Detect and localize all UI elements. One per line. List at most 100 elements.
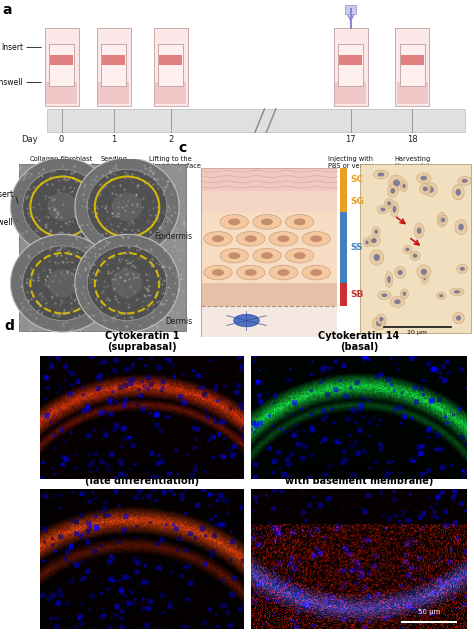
Bar xyxy=(50,55,73,65)
Ellipse shape xyxy=(310,269,322,276)
Ellipse shape xyxy=(453,312,464,324)
Ellipse shape xyxy=(417,173,431,184)
Ellipse shape xyxy=(405,248,410,251)
Ellipse shape xyxy=(277,236,290,242)
Ellipse shape xyxy=(456,189,461,196)
Text: 50 μm: 50 μm xyxy=(418,609,440,615)
Ellipse shape xyxy=(228,218,240,225)
Text: Epidermis: Epidermis xyxy=(155,232,192,241)
Ellipse shape xyxy=(454,290,460,293)
Bar xyxy=(340,283,347,306)
Ellipse shape xyxy=(237,265,265,280)
Bar xyxy=(154,28,188,106)
Ellipse shape xyxy=(294,218,306,225)
Bar xyxy=(397,83,428,104)
Bar xyxy=(101,44,126,86)
Circle shape xyxy=(75,234,179,332)
Ellipse shape xyxy=(253,248,281,263)
Ellipse shape xyxy=(372,317,386,330)
Text: Transwell: Transwell xyxy=(0,218,13,227)
Ellipse shape xyxy=(310,236,322,242)
Ellipse shape xyxy=(390,201,399,217)
Ellipse shape xyxy=(387,201,391,206)
Circle shape xyxy=(112,192,142,221)
Bar xyxy=(201,190,337,212)
Ellipse shape xyxy=(413,253,417,258)
Ellipse shape xyxy=(378,291,391,299)
Ellipse shape xyxy=(458,224,464,231)
Bar xyxy=(45,28,79,106)
Ellipse shape xyxy=(421,271,428,284)
Ellipse shape xyxy=(370,250,384,265)
Ellipse shape xyxy=(441,218,445,222)
Ellipse shape xyxy=(379,317,383,321)
Ellipse shape xyxy=(390,297,405,307)
Circle shape xyxy=(87,170,167,244)
Ellipse shape xyxy=(382,293,387,297)
Ellipse shape xyxy=(377,205,389,214)
Text: Insert: Insert xyxy=(0,190,13,199)
Text: Cytokeratin 1
(suprabasal): Cytokeratin 1 (suprabasal) xyxy=(105,331,180,352)
Ellipse shape xyxy=(376,321,382,326)
Bar xyxy=(401,55,424,65)
Ellipse shape xyxy=(261,218,273,225)
Bar xyxy=(158,44,183,86)
Text: 20 μm: 20 μm xyxy=(407,330,427,335)
Ellipse shape xyxy=(462,179,468,183)
Ellipse shape xyxy=(398,270,403,275)
Ellipse shape xyxy=(440,217,444,223)
Bar xyxy=(400,44,425,86)
Ellipse shape xyxy=(228,252,240,259)
Ellipse shape xyxy=(457,264,468,273)
Ellipse shape xyxy=(245,269,257,276)
Circle shape xyxy=(10,158,115,256)
Bar xyxy=(46,83,77,104)
Ellipse shape xyxy=(212,269,224,276)
Ellipse shape xyxy=(439,294,443,297)
Text: SB: SB xyxy=(350,290,364,299)
Ellipse shape xyxy=(269,232,298,246)
Ellipse shape xyxy=(377,314,386,324)
Text: 2: 2 xyxy=(168,135,173,144)
Circle shape xyxy=(23,246,102,321)
Ellipse shape xyxy=(302,265,330,280)
Bar xyxy=(98,83,129,104)
Ellipse shape xyxy=(393,179,400,187)
Text: Insert: Insert xyxy=(1,43,24,52)
Ellipse shape xyxy=(269,265,298,280)
Text: Cytokeratin 14
(basal): Cytokeratin 14 (basal) xyxy=(319,331,400,352)
Ellipse shape xyxy=(363,238,371,247)
Ellipse shape xyxy=(414,224,424,238)
Bar xyxy=(155,83,186,104)
Ellipse shape xyxy=(388,185,398,197)
Ellipse shape xyxy=(378,173,384,177)
Ellipse shape xyxy=(460,267,465,271)
Bar xyxy=(49,44,74,86)
Bar xyxy=(334,28,368,106)
Text: 1: 1 xyxy=(111,135,117,144)
Text: Injecting with
PBS or venom: Injecting with PBS or venom xyxy=(328,156,374,168)
Bar xyxy=(19,164,186,331)
Circle shape xyxy=(75,158,179,256)
Ellipse shape xyxy=(374,229,378,234)
Ellipse shape xyxy=(391,188,395,194)
Ellipse shape xyxy=(234,314,259,327)
Bar xyxy=(395,28,429,106)
Bar xyxy=(201,306,337,337)
Bar xyxy=(340,212,347,283)
Ellipse shape xyxy=(424,183,438,197)
Ellipse shape xyxy=(419,184,431,194)
Ellipse shape xyxy=(365,241,369,244)
Text: Seeding
keratinocytes: Seeding keratinocytes xyxy=(91,156,137,168)
Text: Collagen-fibroblast
mixture: Collagen-fibroblast mixture xyxy=(30,156,93,168)
Bar xyxy=(360,164,471,333)
Ellipse shape xyxy=(458,177,472,185)
Ellipse shape xyxy=(438,212,447,227)
Ellipse shape xyxy=(450,288,464,296)
Ellipse shape xyxy=(394,299,401,304)
Ellipse shape xyxy=(456,316,461,321)
Ellipse shape xyxy=(385,272,393,288)
Text: 0: 0 xyxy=(59,135,64,144)
Text: d: d xyxy=(5,319,15,333)
Bar xyxy=(97,28,131,106)
